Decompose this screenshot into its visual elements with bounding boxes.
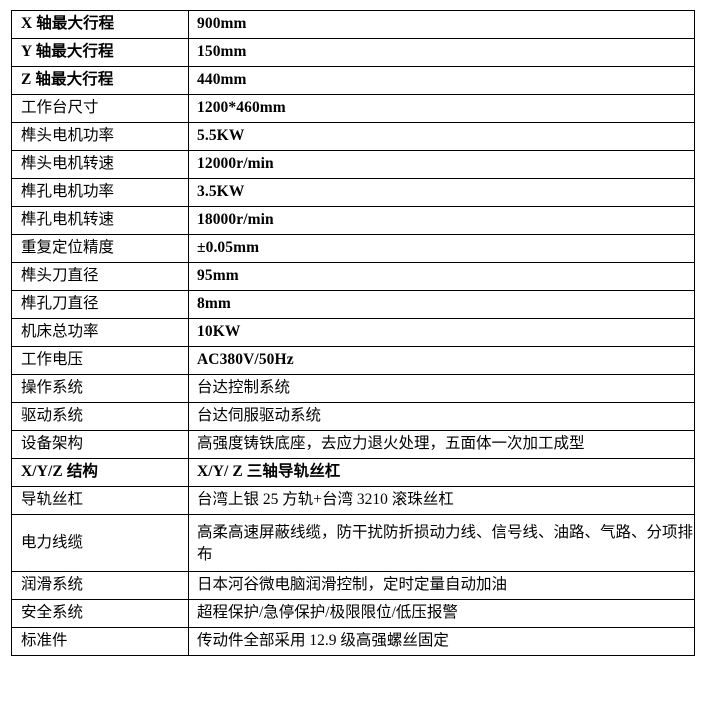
- spec-value-cell: 5.5KW: [188, 122, 695, 151]
- spec-label-cell: 导轨丝杠: [11, 486, 189, 515]
- spec-value-cell: 1200*460mm: [188, 94, 695, 123]
- table-row: 安全系统 超程保护/急停保护/极限限位/低压报警: [11, 599, 695, 628]
- spec-value-cell: ±0.05mm: [188, 234, 695, 263]
- spec-value-cell: 900mm: [188, 10, 695, 39]
- table-row: 榫头刀直径 95mm: [11, 262, 695, 291]
- spec-value-cell: 18000r/min: [188, 206, 695, 235]
- table-row: 重复定位精度 ±0.05mm: [11, 234, 695, 263]
- spec-label-cell: 润滑系统: [11, 571, 189, 600]
- spec-value-cell: 150mm: [188, 38, 695, 67]
- spec-label-cell: 电力线缆: [11, 514, 189, 572]
- spec-value-cell: 高柔高速屏蔽线缆，防干扰防折损动力线、信号线、油路、气路、分项排布: [188, 514, 695, 572]
- table-row: 榫头电机功率 5.5KW: [11, 122, 695, 151]
- table-row: 榫孔电机转速 18000r/min: [11, 206, 695, 235]
- spec-label-cell: 重复定位精度: [11, 234, 189, 263]
- spec-value-cell: 3.5KW: [188, 178, 695, 207]
- table-row: 机床总功率 10KW: [11, 318, 695, 347]
- table-row: 驱动系统 台达伺服驱动系统: [11, 402, 695, 431]
- spec-label-cell: 机床总功率: [11, 318, 189, 347]
- machine-specification-table: X 轴最大行程 900mm Y 轴最大行程 150mm Z 轴最大行程 440mm 工作台尺…: [11, 10, 695, 656]
- spec-label-cell: 工作台尺寸: [11, 94, 189, 123]
- spec-value-cell: 台达伺服驱动系统: [188, 402, 695, 431]
- table-row: 榫头电机转速 12000r/min: [11, 150, 695, 179]
- spec-label-cell: 榫孔刀直径: [11, 290, 189, 319]
- spec-label-cell: 工作电压: [11, 346, 189, 375]
- table-row: 设备架构 高强度铸铁底座，去应力退火处理，五面体一次加工成型: [11, 430, 695, 459]
- spec-label-cell: X/Y/Z 结构: [11, 458, 189, 487]
- spec-value-cell: 日本河谷微电脑润滑控制，定时定量自动加油: [188, 571, 695, 600]
- table-row: 工作台尺寸 1200*460mm: [11, 94, 695, 123]
- table-row: 标准件 传动件全部采用 12.9 级高强螺丝固定: [11, 627, 695, 656]
- table-row: 润滑系统 日本河谷微电脑润滑控制，定时定量自动加油: [11, 571, 695, 600]
- spec-value-cell: AC380V/50Hz: [188, 346, 695, 375]
- spec-label-cell: 安全系统: [11, 599, 189, 628]
- table-row: 操作系统 台达控制系统: [11, 374, 695, 403]
- spec-value-cell: 台达控制系统: [188, 374, 695, 403]
- spec-value-cell: 传动件全部采用 12.9 级高强螺丝固定: [188, 627, 695, 656]
- spec-label-cell: 设备架构: [11, 430, 189, 459]
- spec-value-cell: 8mm: [188, 290, 695, 319]
- table-row: 榫孔电机功率 3.5KW: [11, 178, 695, 207]
- table-row: X/Y/Z 结构 X/Y/ Z 三轴导轨丝杠: [11, 458, 695, 487]
- table-row: 导轨丝杠 台湾上银 25 方轨+台湾 3210 滚珠丝杠: [11, 486, 695, 515]
- spec-label-cell: 标准件: [11, 627, 189, 656]
- spec-label-cell: 榫孔电机转速: [11, 206, 189, 235]
- spec-label-cell: 榫头电机功率: [11, 122, 189, 151]
- spec-label-cell: 榫头刀直径: [11, 262, 189, 291]
- spec-value-cell: X/Y/ Z 三轴导轨丝杠: [188, 458, 695, 487]
- spec-label-cell: Y 轴最大行程: [11, 38, 189, 67]
- specification-table-body: X 轴最大行程 900mm Y 轴最大行程 150mm Z 轴最大行程 440mm 工作台尺…: [11, 10, 695, 656]
- table-row: 榫孔刀直径 8mm: [11, 290, 695, 319]
- table-row: 工作电压 AC380V/50Hz: [11, 346, 695, 375]
- spec-value-cell: 高强度铸铁底座，去应力退火处理，五面体一次加工成型: [188, 430, 695, 459]
- spec-label-cell: 榫头电机转速: [11, 150, 189, 179]
- spec-value-cell: 10KW: [188, 318, 695, 347]
- spec-label-cell: X 轴最大行程: [11, 10, 189, 39]
- spec-value-cell: 440mm: [188, 66, 695, 95]
- specification-table-container: X 轴最大行程 900mm Y 轴最大行程 150mm Z 轴最大行程 440mm 工作台尺…: [11, 10, 695, 656]
- spec-value-cell: 12000r/min: [188, 150, 695, 179]
- spec-label-cell: 驱动系统: [11, 402, 189, 431]
- table-row: Z 轴最大行程 440mm: [11, 66, 695, 95]
- table-row: Y 轴最大行程 150mm: [11, 38, 695, 67]
- table-row: 电力线缆 高柔高速屏蔽线缆，防干扰防折损动力线、信号线、油路、气路、分项排布: [11, 514, 695, 572]
- spec-value-cell: 台湾上银 25 方轨+台湾 3210 滚珠丝杠: [188, 486, 695, 515]
- spec-label-cell: 榫孔电机功率: [11, 178, 189, 207]
- spec-label-cell: 操作系统: [11, 374, 189, 403]
- spec-label-cell: Z 轴最大行程: [11, 66, 189, 95]
- spec-value-cell: 超程保护/急停保护/极限限位/低压报警: [188, 599, 695, 628]
- table-row: X 轴最大行程 900mm: [11, 10, 695, 39]
- spec-value-cell: 95mm: [188, 262, 695, 291]
